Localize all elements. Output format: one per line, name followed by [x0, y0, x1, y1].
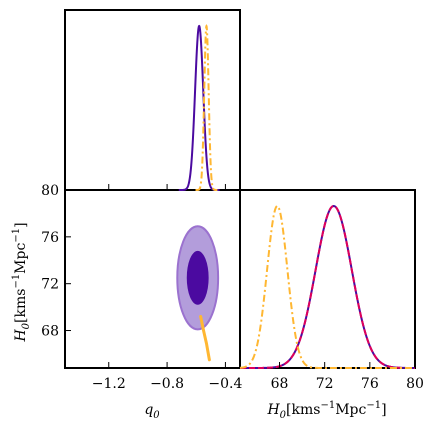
axis-ticks: −1.2 −0.8 −0.4 80 76 72 68 68 72 76 80 [41, 183, 424, 392]
h0-curve-0 [240, 204, 415, 369]
h0-tick-label: 80 [41, 183, 59, 199]
h0-marginal-curves [239, 204, 415, 369]
h0-x-tick-label: 80 [406, 376, 424, 392]
h0-tick-label: 76 [41, 230, 59, 246]
q0-tick-label: −0.4 [208, 376, 242, 392]
h0-x-axis-label: H0[kms−1Mpc−1] [266, 400, 386, 421]
q0-curve-1 [195, 24, 218, 191]
h0-tick-label: 68 [41, 324, 59, 340]
q0-marginal-curves [178, 24, 220, 191]
h0-tick-label: 72 [41, 277, 59, 293]
q0-tick-label: −1.2 [92, 376, 126, 392]
h0-x-tick-label: 68 [271, 376, 289, 392]
h0-x-tick-label: 76 [361, 376, 379, 392]
h0-curve-1 [240, 204, 415, 369]
h0-x-tick-label: 72 [316, 376, 334, 392]
q0-tick-label: −0.8 [150, 376, 184, 392]
h0-curve-2 [239, 204, 415, 369]
q0-curve-0 [178, 24, 220, 191]
h0-marginal-panel [239, 189, 416, 369]
q0-marginal-panel [64, 9, 241, 191]
q0-axis-label: q0 [144, 402, 160, 421]
contour-ellipse-1 [186, 250, 209, 305]
h0-y-axis-label: H0[kms−1Mpc−1] [11, 222, 32, 342]
orange-track [199, 314, 211, 362]
joint-contours [176, 225, 220, 362]
